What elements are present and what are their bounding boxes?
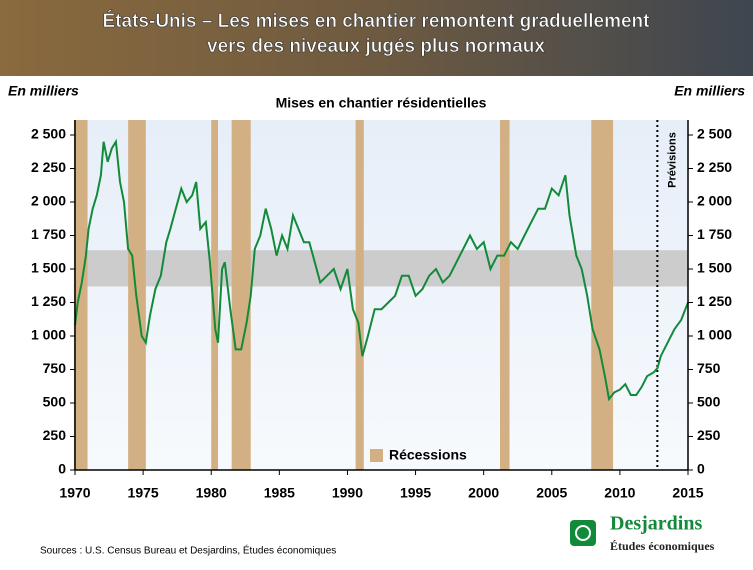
y2-tick-label: 1 250: [697, 293, 732, 309]
recession: [232, 120, 251, 470]
y2-tick-label: 1 750: [697, 226, 732, 242]
x-tick-label: 1990: [332, 485, 363, 501]
y-tick-label: 1 500: [31, 260, 66, 276]
y2-tick-label: 0: [697, 461, 705, 477]
y2-tick-label: 2 500: [697, 126, 732, 142]
y2-tick-label: 250: [697, 427, 721, 443]
x-tick-label: 1980: [196, 485, 227, 501]
y2-axis-label: En milliers: [674, 83, 745, 99]
chart-subtitle: Mises en chantier résidentielles: [276, 95, 487, 111]
x-tick-label: 1995: [400, 485, 431, 501]
x-tick-label: 1970: [59, 485, 90, 501]
x-tick-label: 2015: [672, 485, 703, 501]
recession: [500, 120, 510, 470]
y-tick-label: 0: [58, 461, 66, 477]
y2-tick-label: 750: [697, 360, 721, 376]
y2-tick-label: 2 000: [697, 193, 732, 209]
y-tick-label: 2 500: [31, 126, 66, 142]
x-tick-label: 2005: [536, 485, 567, 501]
chart-title: vers des niveaux jugés plus normaux: [207, 36, 545, 57]
y-tick-label: 250: [43, 427, 67, 443]
logo: [570, 520, 596, 546]
x-tick-label: 2000: [468, 485, 499, 501]
chart: États-Unis – Les mises en chantier remon…: [0, 0, 753, 565]
forecast-label: Prévisions: [666, 132, 678, 188]
legend-label: Récessions: [389, 447, 467, 463]
y-tick-label: 750: [43, 360, 67, 376]
x-tick-label: 1975: [128, 485, 159, 501]
legend-swatch: [370, 449, 383, 462]
x-tick-label: 2010: [604, 485, 635, 501]
y-tick-label: 1 750: [31, 226, 66, 242]
y-tick-label: 500: [43, 394, 67, 410]
y-tick-label: 2 000: [31, 193, 66, 209]
y2-tick-label: 500: [697, 394, 721, 410]
brand: Desjardins: [610, 513, 702, 535]
y-tick-label: 1 250: [31, 293, 66, 309]
brand-subtitle: Études économiques: [610, 539, 715, 553]
y-tick-label: 2 250: [31, 159, 66, 175]
y2-tick-label: 1 500: [697, 260, 732, 276]
recession: [356, 120, 364, 470]
recession: [591, 120, 613, 470]
sources: Sources : U.S. Census Bureau et Desjardi…: [40, 544, 336, 557]
x-tick-label: 1985: [264, 485, 295, 501]
chart-title: États-Unis – Les mises en chantier remon…: [103, 10, 651, 32]
y-tick-label: 1 000: [31, 327, 66, 343]
y-axis-label: En milliers: [8, 83, 79, 99]
y2-tick-label: 1 000: [697, 327, 732, 343]
y2-tick-label: 2 250: [697, 159, 732, 175]
recession: [74, 120, 88, 470]
